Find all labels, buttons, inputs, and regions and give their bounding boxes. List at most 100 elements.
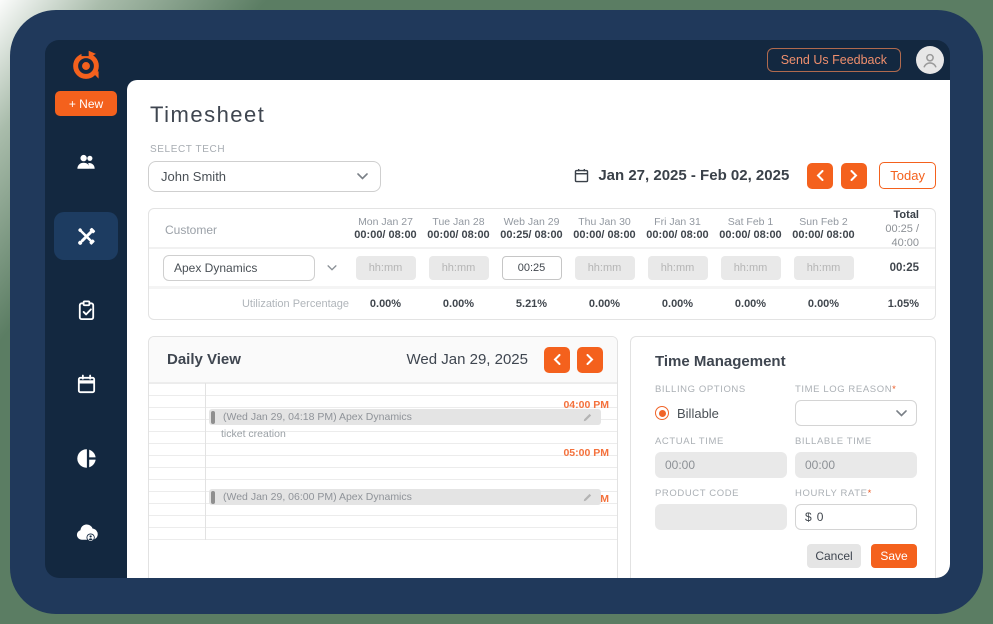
time-entry-wed[interactable] [501, 255, 562, 280]
cancel-button[interactable]: Cancel [807, 544, 861, 568]
app-frame: + New [10, 10, 983, 614]
next-week-button[interactable] [841, 162, 868, 189]
chevron-right-icon [586, 354, 594, 365]
hourly-rate-label: HOURLY RATE* [795, 488, 872, 499]
time-management-title: Time Management [655, 353, 786, 370]
chevron-down-icon[interactable] [327, 264, 337, 271]
day-hours: 00:00/ 08:00 [427, 229, 490, 242]
user-icon [923, 53, 937, 68]
clipboard-check-icon [78, 299, 94, 320]
time-entry-sat[interactable] [720, 255, 781, 280]
utilization-value: 0.00% [588, 298, 621, 310]
edit-pencil-icon[interactable] [582, 492, 593, 503]
date-range-label: Jan 27, 2025 - Feb 02, 2025 [598, 167, 790, 184]
avatar[interactable] [916, 46, 944, 74]
select-tech-label: SELECT TECH [150, 144, 226, 155]
next-day-button[interactable] [577, 346, 603, 373]
calendar-icon [77, 374, 95, 393]
edit-pencil-icon[interactable] [582, 412, 593, 423]
billable-time-label: BILLABLE TIME [795, 436, 872, 447]
topbar: Send Us Feedback [127, 40, 950, 80]
timesheet-event[interactable]: (Wed Jan 29, 04:18 PM) Apex Dynamics [209, 409, 601, 425]
week-table: Customer Mon Jan 27 00:00/ 08:00 Tue Jan … [148, 208, 936, 320]
chevron-down-icon [357, 173, 368, 180]
utilization-value: 0.00% [734, 298, 767, 310]
week-table-header: Customer Mon Jan 27 00:00/ 08:00 Tue Jan … [149, 209, 935, 249]
row-total: 00:25 [889, 261, 919, 274]
customer-row: 00:25 [149, 249, 935, 286]
time-entry-mon[interactable] [355, 255, 416, 280]
time-entry-tue[interactable] [428, 255, 489, 280]
chevron-left-icon [816, 170, 824, 181]
billable-label: Billable [677, 405, 719, 421]
billable-radio[interactable] [655, 406, 669, 420]
utilization-value: 0.00% [442, 298, 475, 310]
sidebar-item-calendar[interactable] [54, 360, 118, 408]
sidebar-item-timesheet[interactable] [54, 212, 118, 260]
billing-options-label: BILLING OPTIONS [655, 384, 746, 395]
time-label: 04:00 PM [563, 399, 609, 411]
chevron-left-icon [553, 354, 561, 365]
customer-input[interactable] [163, 254, 315, 281]
utilization-total: 1.05% [887, 298, 919, 310]
day-hours: 00:25/ 08:00 [500, 229, 563, 242]
time-entry-thu[interactable] [574, 255, 635, 280]
save-button[interactable]: Save [871, 544, 917, 568]
utilization-value: 5.21% [515, 298, 548, 310]
event-handle[interactable] [211, 490, 215, 504]
today-button[interactable]: Today [879, 162, 936, 189]
cloud-user-icon [76, 523, 98, 542]
main-content: Timesheet SELECT TECH John Smith [127, 80, 950, 578]
daily-view-card: Daily View Wed Jan 29, 2025 [148, 336, 618, 578]
day-hours: 00:00/ 08:00 [719, 229, 782, 242]
time-entry-sun[interactable] [793, 255, 854, 280]
prev-week-button[interactable] [807, 162, 834, 189]
utilization-label: Utilization Percentage [241, 298, 349, 310]
chevron-right-icon [850, 170, 858, 181]
users-icon [76, 154, 95, 169]
day-header: Web Jan 29 [503, 216, 560, 229]
day-header: Thu Jan 30 [578, 216, 631, 229]
sidebar-item-clients[interactable] [54, 508, 118, 556]
utilization-value: 0.00% [369, 298, 402, 310]
day-hours: 00:00/ 08:00 [354, 229, 417, 242]
feedback-button[interactable]: Send Us Feedback [766, 48, 901, 72]
time-log-reason-label: TIME LOG REASON* [795, 384, 897, 395]
tech-select[interactable]: John Smith [148, 161, 381, 192]
total-hours: 00:25 / 40:00 [885, 222, 919, 249]
app-logo-icon [68, 48, 104, 84]
chevron-down-icon [896, 409, 907, 417]
utilization-row: Utilization Percentage 0.00% 0.00% 5.21%… [149, 286, 935, 319]
timesheet-event[interactable]: (Wed Jan 29, 06:00 PM) Apex Dynamics [209, 489, 601, 505]
event-label: (Wed Jan 29, 06:00 PM) Apex Dynamics [223, 491, 412, 503]
time-log-reason-select[interactable] [795, 400, 917, 426]
day-hours: 00:00/ 08:00 [792, 229, 855, 242]
currency-symbol: $ [805, 510, 812, 524]
time-entry-fri[interactable] [647, 255, 708, 280]
hourly-rate-input[interactable]: $ 0 [795, 504, 917, 530]
page-title: Timesheet [150, 102, 266, 127]
daily-timeline: 04:00 PM 05:00 PM 06:00 PM (Wed Jan 29, … [149, 383, 617, 578]
prev-day-button[interactable] [544, 346, 570, 373]
day-header: Sat Feb 1 [727, 216, 774, 229]
sidebar-item-tasks[interactable] [54, 286, 118, 334]
event-handle[interactable] [211, 410, 215, 424]
actual-time-input [655, 452, 787, 478]
tech-select-value: John Smith [161, 169, 227, 184]
utilization-value: 0.00% [661, 298, 694, 310]
timeline-gutter [149, 383, 206, 540]
app-window: + New [45, 40, 950, 578]
required-asterisk: * [867, 488, 872, 499]
required-asterisk: * [892, 384, 897, 395]
calendar-icon [575, 168, 589, 183]
event-note: ticket creation [221, 428, 286, 440]
daily-view-title: Daily View [167, 351, 241, 368]
actual-time-label: ACTUAL TIME [655, 436, 724, 447]
day-header: Mon Jan 27 [358, 216, 413, 229]
utilization-value: 0.00% [807, 298, 840, 310]
product-code-input [655, 504, 787, 530]
sidebar-item-reports[interactable] [54, 434, 118, 482]
event-label: (Wed Jan 29, 04:18 PM) Apex Dynamics [223, 411, 412, 423]
sidebar-item-users[interactable] [54, 138, 118, 186]
new-button[interactable]: + New [55, 91, 117, 116]
